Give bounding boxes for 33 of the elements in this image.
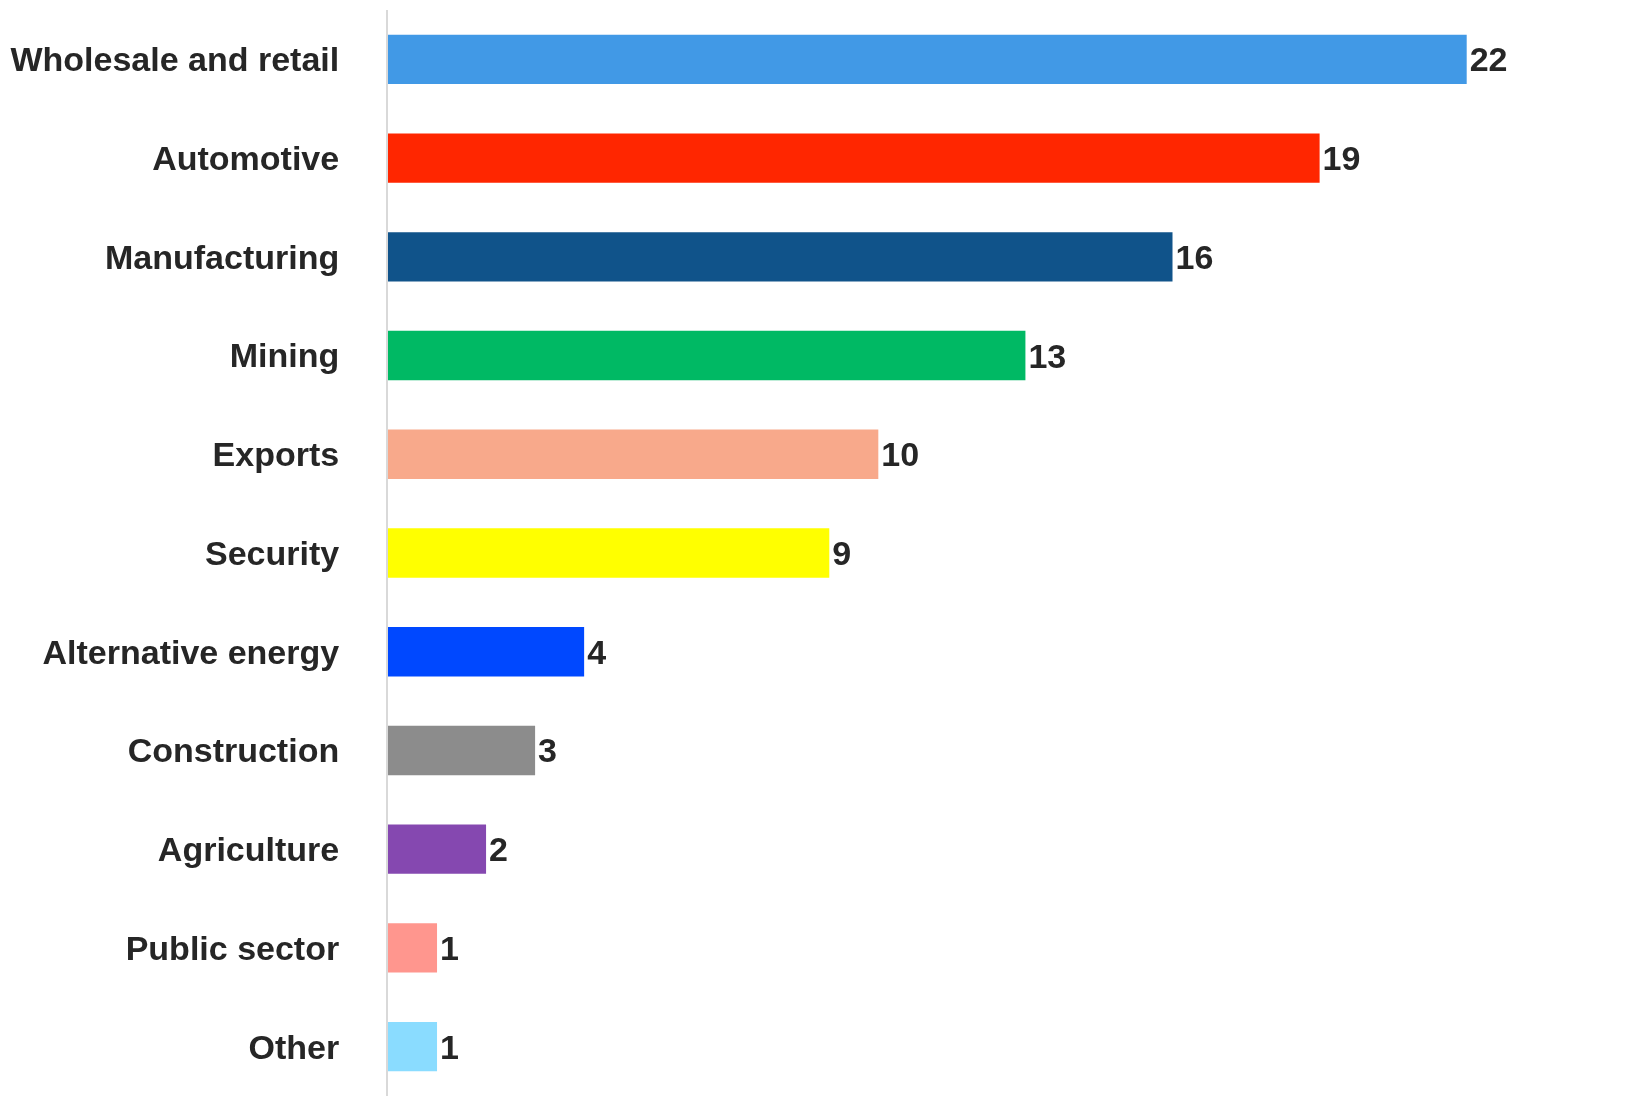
data-label: 9 xyxy=(832,534,852,572)
data-label: 4 xyxy=(587,632,607,671)
bar xyxy=(388,232,1173,282)
bar xyxy=(388,1021,438,1072)
y-tick-label: Security xyxy=(205,533,340,572)
data-label: 13 xyxy=(1028,336,1067,375)
data-label: 22 xyxy=(1469,40,1508,79)
data-label: 16 xyxy=(1175,237,1214,276)
y-tick-label: Automotive xyxy=(152,138,340,177)
y-tick-label: Alternative energy xyxy=(42,632,340,671)
y-tick-label: Wholesale and retail xyxy=(10,40,340,79)
data-label: 1 xyxy=(440,1027,459,1066)
y-tick-label: Manufacturing xyxy=(104,237,340,276)
bar xyxy=(388,133,1320,183)
data-label: 1 xyxy=(440,928,459,967)
bar xyxy=(388,429,879,479)
bar xyxy=(388,528,830,578)
bar xyxy=(388,923,438,973)
data-label: 3 xyxy=(538,731,558,770)
y-tick-label: Other xyxy=(248,1027,340,1066)
data-label: 19 xyxy=(1322,139,1361,178)
y-tick-label: Public sector xyxy=(125,928,340,967)
y-tick-label: Mining xyxy=(229,336,340,375)
bar xyxy=(388,824,487,874)
bar xyxy=(388,725,536,776)
y-tick-label: Agriculture xyxy=(157,830,340,869)
y-tick-label: Construction xyxy=(127,731,340,770)
y-tick-label: Exports xyxy=(212,435,340,474)
data-label: 2 xyxy=(489,830,508,869)
bar xyxy=(388,34,1467,85)
data-label: 10 xyxy=(881,435,920,474)
bar xyxy=(388,627,585,677)
bar xyxy=(388,330,1026,381)
